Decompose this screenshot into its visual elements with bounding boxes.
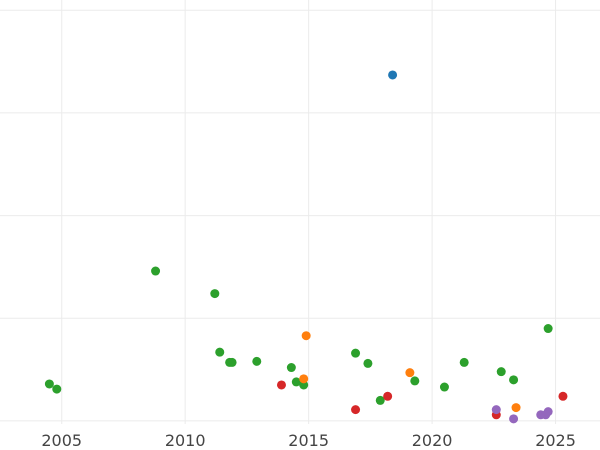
data-point bbox=[558, 391, 568, 401]
data-point bbox=[496, 367, 506, 377]
x-tick-label: 2020 bbox=[412, 431, 453, 450]
data-point bbox=[252, 356, 262, 366]
data-point bbox=[509, 414, 519, 424]
data-point bbox=[388, 70, 398, 80]
data-point bbox=[511, 403, 521, 413]
data-point bbox=[363, 358, 373, 368]
data-point bbox=[44, 379, 54, 389]
data-point bbox=[509, 375, 519, 385]
data-point bbox=[543, 324, 553, 334]
data-point bbox=[276, 380, 286, 390]
data-point bbox=[351, 348, 361, 358]
data-points bbox=[44, 70, 568, 424]
data-point bbox=[299, 374, 309, 384]
data-point bbox=[491, 405, 501, 415]
data-point bbox=[351, 405, 361, 415]
data-point bbox=[375, 395, 385, 405]
data-point bbox=[383, 391, 393, 401]
data-point bbox=[215, 347, 225, 357]
grid bbox=[0, 0, 600, 424]
x-axis-ticks: 2005 2010 2015 2020 2025 bbox=[41, 431, 576, 450]
data-point bbox=[405, 368, 415, 378]
x-tick-label: 2025 bbox=[535, 431, 576, 450]
data-point bbox=[459, 357, 469, 367]
data-point bbox=[286, 363, 296, 373]
data-point bbox=[210, 289, 220, 299]
data-point bbox=[151, 266, 161, 276]
x-tick-label: 2005 bbox=[41, 431, 82, 450]
data-point bbox=[439, 382, 449, 392]
data-point bbox=[301, 331, 311, 341]
data-point bbox=[543, 407, 553, 417]
data-point bbox=[52, 384, 62, 394]
data-point bbox=[410, 376, 420, 386]
x-tick-label: 2015 bbox=[288, 431, 329, 450]
x-tick-label: 2010 bbox=[165, 431, 206, 450]
data-point bbox=[227, 357, 237, 367]
data-point bbox=[299, 380, 309, 390]
data-point bbox=[291, 377, 301, 387]
